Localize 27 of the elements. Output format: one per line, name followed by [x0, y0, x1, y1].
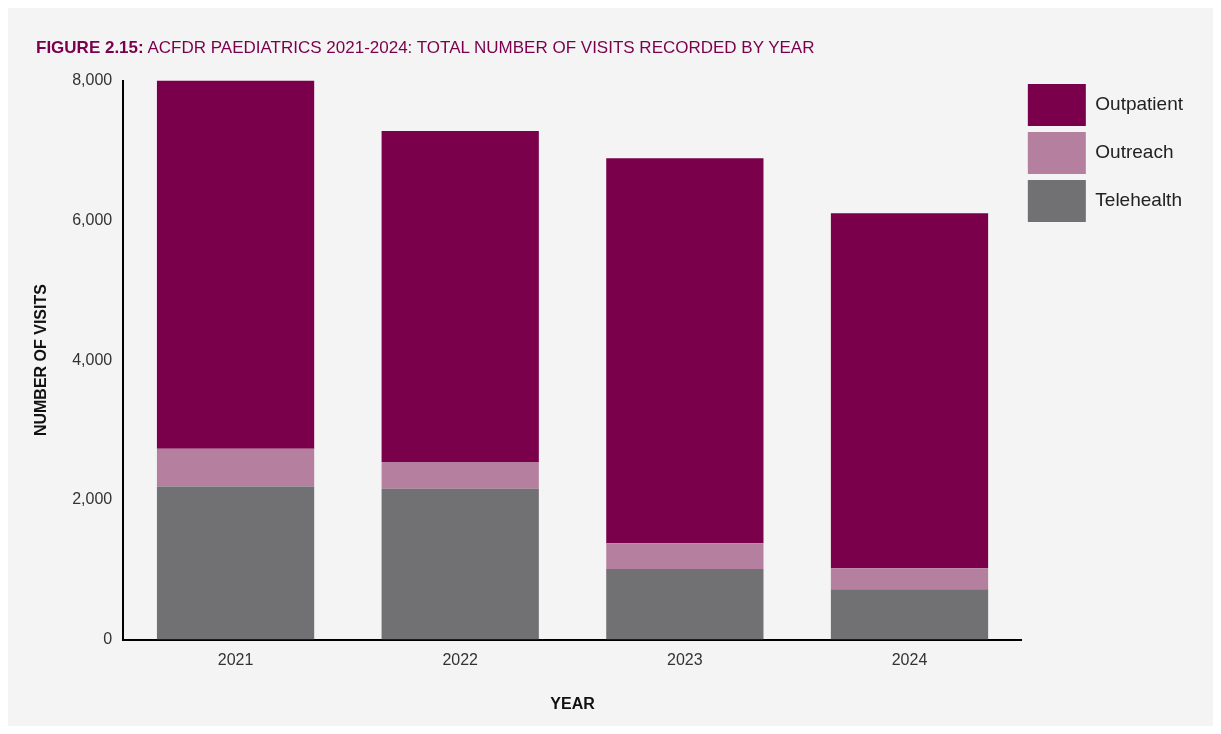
bar — [830, 589, 989, 640]
x-tick-label: 2024 — [891, 650, 928, 668]
bar — [830, 568, 989, 590]
bar — [156, 486, 315, 640]
bar — [156, 80, 315, 449]
x-tick-label: 2023 — [667, 650, 703, 668]
x-axis-title: YEAR — [550, 694, 596, 712]
y-tick-label: 0 — [103, 630, 113, 648]
bar — [381, 462, 539, 489]
bar — [606, 158, 764, 544]
legend-label: Telehealth — [1095, 189, 1182, 211]
y-tick-label: 4,000 — [72, 350, 113, 368]
legend-label: Outreach — [1095, 141, 1174, 163]
x-tick-label: 2022 — [442, 650, 479, 668]
y-tick-label: 8,000 — [72, 71, 113, 89]
bar — [381, 130, 539, 463]
bar — [156, 448, 315, 487]
legend-label: Outpatient — [1095, 93, 1184, 115]
bar — [381, 488, 539, 640]
bar — [830, 213, 989, 569]
y-tick-label: 2,000 — [72, 490, 113, 508]
y-axis-title: NUMBER OF VISITS — [32, 283, 50, 437]
x-tick-label: 2021 — [217, 650, 254, 668]
bar — [606, 543, 764, 570]
bar — [606, 569, 764, 640]
chart-title: FIGURE 2.15: ACFDR PAEDIATRICS 2021-2024: TOTAL NUMBER OF VISITS RECORDED BY YEAR — [36, 38, 815, 57]
y-tick-label: 6,000 — [72, 210, 113, 228]
